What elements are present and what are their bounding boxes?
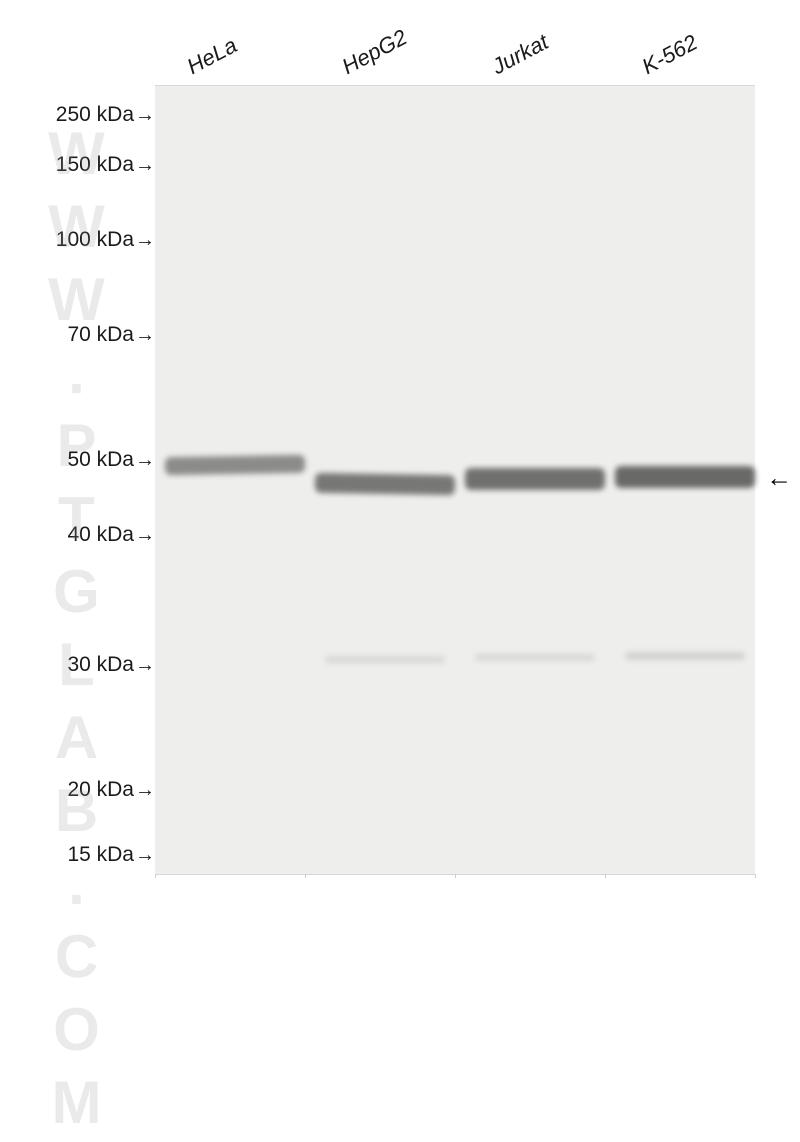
mw-marker-label: 15 kDa→: [67, 843, 155, 867]
mw-marker-label: 50 kDa→: [67, 448, 155, 472]
mw-marker-text: 40 kDa: [67, 523, 134, 547]
mw-marker-text: 30 kDa: [67, 653, 134, 677]
lane-label: Jurkat: [488, 29, 553, 80]
arrow-right-icon: →: [135, 844, 155, 867]
blot-membrane: [155, 85, 755, 875]
arrow-right-icon: →: [135, 524, 155, 547]
protein-band: [615, 466, 755, 488]
lane-divider: [305, 874, 306, 878]
protein-band: [465, 468, 605, 490]
arrow-right-icon: →: [135, 154, 155, 177]
lane-divider: [455, 874, 456, 878]
protein-band: [625, 652, 745, 660]
mw-marker-label: 150 kDa→: [56, 153, 155, 177]
mw-marker-label: 20 kDa→: [67, 778, 155, 802]
lane-divider: [155, 874, 156, 878]
lane-label: HepG2: [338, 24, 412, 80]
protein-band: [165, 455, 305, 475]
arrow-right-icon: →: [135, 654, 155, 677]
mw-marker-text: 20 kDa: [67, 778, 134, 802]
mw-marker-label: 100 kDa→: [56, 228, 155, 252]
mw-marker-label: 40 kDa→: [67, 523, 155, 547]
mw-marker-text: 70 kDa: [67, 323, 134, 347]
lane-label: HeLa: [183, 32, 242, 80]
arrow-right-icon: →: [135, 449, 155, 472]
lane-divider: [755, 874, 756, 878]
arrow-right-icon: →: [135, 779, 155, 802]
target-band-arrow: ←: [766, 463, 792, 494]
protein-band: [325, 656, 445, 663]
arrow-right-icon: →: [135, 104, 155, 127]
mw-marker-text: 250 kDa: [56, 103, 134, 127]
protein-band: [475, 654, 595, 661]
mw-marker-label: 30 kDa→: [67, 653, 155, 677]
protein-band: [315, 473, 455, 495]
blot-container: HeLaHepG2JurkatK-562 250 kDa→150 kDa→100…: [0, 0, 800, 903]
arrow-right-icon: →: [135, 324, 155, 347]
mw-marker-text: 50 kDa: [67, 448, 134, 472]
mw-labels-column: 250 kDa→150 kDa→100 kDa→70 kDa→50 kDa→40…: [0, 85, 155, 875]
mw-marker-text: 15 kDa: [67, 843, 134, 867]
arrow-right-icon: →: [135, 229, 155, 252]
lane-divider: [605, 874, 606, 878]
mw-marker-text: 100 kDa: [56, 228, 134, 252]
mw-marker-label: 250 kDa→: [56, 103, 155, 127]
lane-label: K-562: [638, 29, 702, 80]
lane-labels-row: HeLa HepG2 Jurkat K-562: [155, 20, 755, 80]
mw-marker-label: 70 kDa→: [67, 323, 155, 347]
mw-marker-text: 150 kDa: [56, 153, 134, 177]
